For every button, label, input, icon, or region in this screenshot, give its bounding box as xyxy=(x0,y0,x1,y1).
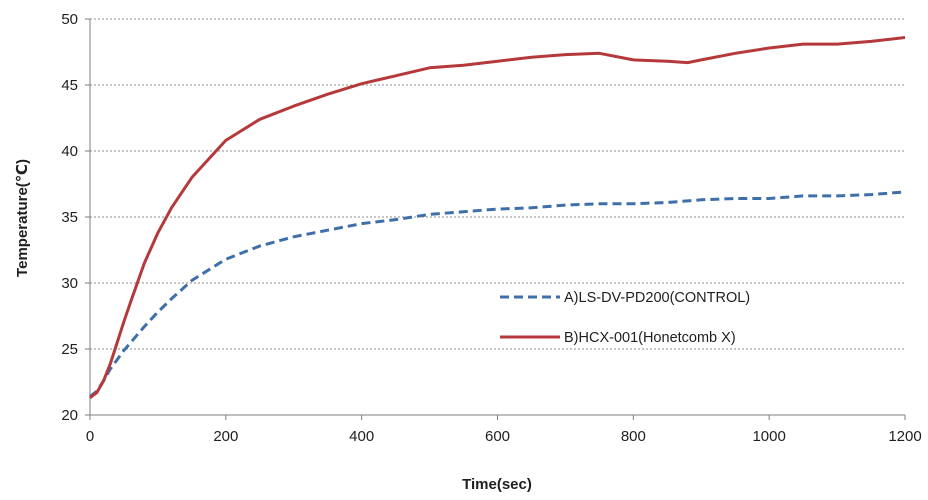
x-tick-label: 1200 xyxy=(888,428,921,445)
y-tick-label: 30 xyxy=(61,275,78,292)
legend: A)LS-DV-PD200(CONTROL) B)HCX-001(Honetco… xyxy=(500,290,750,346)
y-tick-label: 50 xyxy=(61,11,78,28)
x-tick-label: 800 xyxy=(621,428,646,445)
series-line-b xyxy=(89,36,906,399)
y-tick-label: 25 xyxy=(61,341,78,358)
legend-label-series-b: B)HCX-001(Honetcomb X) xyxy=(564,330,736,346)
x-tick-label: 0 xyxy=(86,428,94,445)
x-tick-label: 1000 xyxy=(752,428,785,445)
axes xyxy=(85,18,906,420)
y-tick-label: 40 xyxy=(61,143,78,160)
x-tick-label: 200 xyxy=(213,428,238,445)
tick-labels: 20 25 30 35 40 45 50 0 200 400 600 800 1000 1200 xyxy=(61,11,921,445)
gridlines xyxy=(90,18,905,350)
y-tick-label: 35 xyxy=(61,209,78,226)
y-tick-label: 20 xyxy=(61,407,78,424)
x-tick-label: 600 xyxy=(485,428,510,445)
legend-label-series-a: A)LS-DV-PD200(CONTROL) xyxy=(564,290,750,306)
x-tick-label: 400 xyxy=(349,428,374,445)
series-lines xyxy=(89,36,906,399)
y-axis-title: Temperature(℃) xyxy=(14,159,31,277)
x-axis-title: Time(sec) xyxy=(462,476,532,493)
y-tick-label: 45 xyxy=(61,77,78,94)
series-line-a xyxy=(89,190,906,398)
